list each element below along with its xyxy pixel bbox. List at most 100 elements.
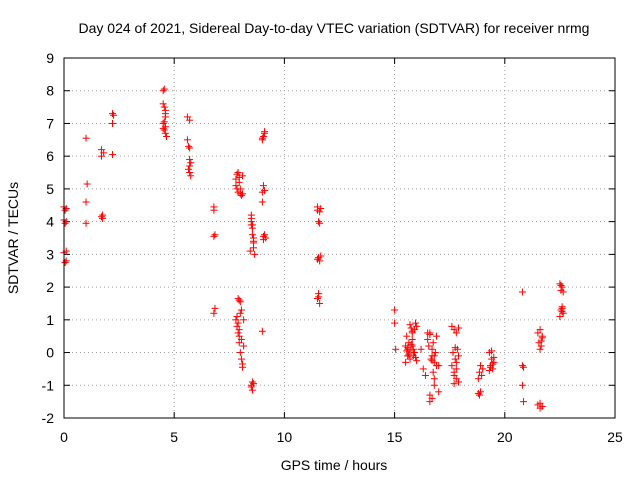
data-point [518,362,526,370]
data-point [406,347,414,355]
data-point [450,380,458,388]
data-point [426,391,434,399]
x-axis-label: GPS time / hours [281,457,388,473]
data-point [247,383,255,391]
data-point [406,321,414,329]
data-point [455,324,463,332]
data-point [556,313,564,321]
y-tick-label: 6 [46,148,54,164]
data-point [558,283,566,291]
data-point [450,371,458,379]
data-point [558,308,566,316]
data-point [451,344,459,352]
data-point [159,87,167,95]
data-point [110,111,118,119]
data-point [316,257,324,265]
data-point [258,198,266,206]
data-point [235,173,243,181]
data-point [404,352,412,360]
data-point [108,119,116,127]
data-point [536,326,544,334]
data-point [259,232,267,240]
data-point [183,136,191,144]
data-point [405,350,413,358]
data-point [559,288,567,296]
plot-frame [63,57,616,419]
data-point [402,358,410,366]
data-point [412,319,420,327]
data-point [427,355,435,363]
data-point [235,326,243,334]
data-point [391,306,399,314]
data-point [248,231,256,239]
y-tick-label: 4 [46,214,54,230]
data-point [211,304,219,312]
data-point [185,165,193,173]
data-point [536,345,544,353]
data-point [237,335,245,343]
data-point [313,295,321,303]
data-point [210,206,218,214]
data-point [424,335,432,343]
data-point [413,322,421,330]
data-point [430,381,438,389]
data-point [425,342,433,350]
y-tick-label: 1 [46,312,54,328]
data-point [475,391,483,399]
data-point [449,349,457,357]
data-point [82,134,90,142]
data-point [261,231,269,239]
data-point [210,309,218,317]
y-tick-label: 8 [46,83,54,99]
data-point [232,182,240,190]
data-point [518,288,526,296]
y-tick-label: 5 [46,181,54,197]
data-point [232,175,240,183]
data-point [261,187,269,195]
data-point [187,159,195,167]
data-point [97,213,105,221]
data-point [161,113,169,121]
data-point [477,388,485,396]
data-point [239,190,247,198]
x-tick-label: 10 [277,429,293,445]
data-point [162,133,170,141]
data-point [557,306,565,314]
y-axis-label: SDTVAR / TECUs [5,182,21,294]
data-point [186,162,194,170]
data-point [160,85,168,93]
data-point [455,352,463,360]
data-point [61,259,69,267]
data-point [477,362,485,370]
data-point [234,169,242,177]
tick-labels: 0 5 10 15 20 25 -2 -1 0 1 2 3 4 5 6 7 8 9 [42,50,623,445]
data-point [315,218,323,226]
data-point [237,191,245,199]
data-point [82,198,90,206]
data-point [435,362,443,370]
data-point [520,363,528,371]
data-point [61,206,69,214]
data-point [408,335,416,343]
data-point [159,124,167,132]
data-point [428,345,436,353]
data-point [432,332,440,340]
data-point [536,404,544,412]
data-point [417,345,425,353]
data-point [316,219,324,227]
data-point [408,327,416,335]
data-point [160,118,168,126]
data-point [186,116,194,124]
data-point [317,252,325,260]
data-point [474,375,482,383]
data-point [61,219,69,227]
data-point [490,353,498,361]
data-point [426,329,434,337]
data-point [452,358,460,366]
data-point [186,144,194,152]
data-point [234,319,242,327]
y-tick-label: 7 [46,115,54,131]
data-point [82,219,90,227]
x-tick-label: 25 [607,429,623,445]
data-point [159,100,167,108]
